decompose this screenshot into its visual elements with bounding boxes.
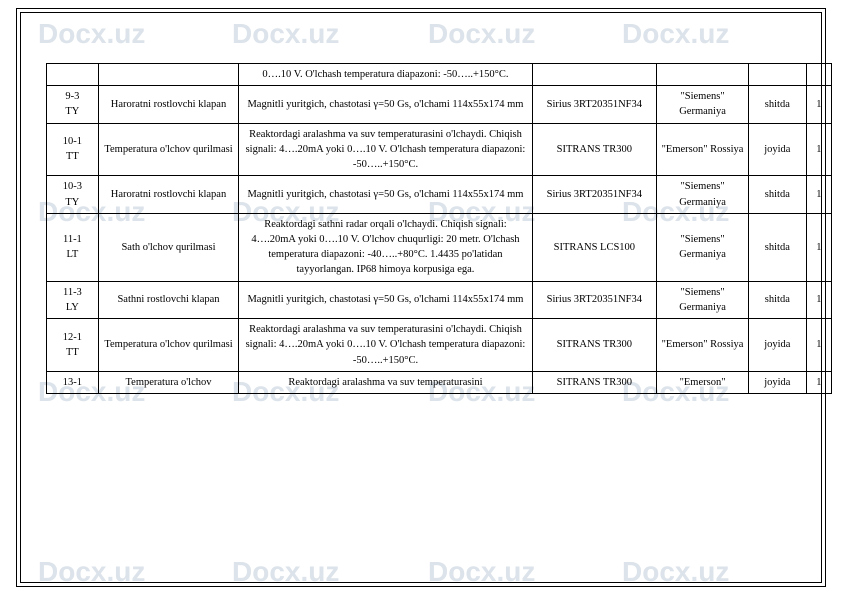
table-row: 9-3TYHaroratni rostlovchi klapanMagnitli…	[47, 86, 832, 123]
table-row: 11-1LTSath o'lchov qurilmasiReaktordagi …	[47, 213, 832, 281]
table-row: 11-3LYSathni rostlovchi klapanMagnitli y…	[47, 281, 832, 318]
table-row: 10-1TTTemperatura o'lchov qurilmasiReakt…	[47, 123, 832, 176]
cell-model: SITRANS TR300	[532, 319, 656, 372]
cell-name: Haroratni rostlovchi klapan	[98, 176, 238, 213]
cell-name: Temperatura o'lchov qurilmasi	[98, 319, 238, 372]
cell-name: Temperatura o'lchov	[98, 371, 238, 393]
cell-model: SITRANS TR300	[532, 123, 656, 176]
cell-id: 10-3TY	[47, 176, 99, 213]
cell-model: Sirius 3RT20351NF34	[532, 176, 656, 213]
cell-id: 12-1TT	[47, 319, 99, 372]
cell-location	[749, 64, 807, 86]
cell-quantity: 1	[806, 123, 831, 176]
cell-location: shitda	[749, 213, 807, 281]
cell-quantity: 1	[806, 371, 831, 393]
cell-manufacturer: "Emerson"	[657, 371, 749, 393]
cell-description: Magnitli yuritgich, chastotasi γ=50 Gs, …	[239, 86, 533, 123]
cell-model: Sirius 3RT20351NF34	[532, 86, 656, 123]
cell-description: Magnitli yuritgich, chastotasi γ=50 Gs, …	[239, 281, 533, 318]
cell-description: Reaktordagi aralashma va suv temperatura…	[239, 371, 533, 393]
cell-name	[98, 64, 238, 86]
cell-manufacturer: "Siemens" Germaniya	[657, 281, 749, 318]
table-row: 0….10 V. O'lchash temperatura diapazoni:…	[47, 64, 832, 86]
cell-name: Sath o'lchov qurilmasi	[98, 213, 238, 281]
cell-location: shitda	[749, 281, 807, 318]
cell-quantity: 1	[806, 176, 831, 213]
data-table-container: 0….10 V. O'lchash temperatura diapazoni:…	[46, 63, 832, 394]
cell-description: Reaktordagi sathni radar orqali o'lchayd…	[239, 213, 533, 281]
cell-model	[532, 64, 656, 86]
cell-id: 10-1TT	[47, 123, 99, 176]
cell-location: joyida	[749, 123, 807, 176]
cell-id: 13-1	[47, 371, 99, 393]
cell-name: Sathni rostlovchi klapan	[98, 281, 238, 318]
cell-quantity: 1	[806, 319, 831, 372]
equipment-table: 0….10 V. O'lchash temperatura diapazoni:…	[46, 63, 832, 394]
cell-manufacturer: "Emerson" Rossiya	[657, 123, 749, 176]
cell-id: 9-3TY	[47, 86, 99, 123]
cell-manufacturer: "Siemens" Germaniya	[657, 176, 749, 213]
cell-description: Reaktordagi aralashma va suv temperatura…	[239, 319, 533, 372]
cell-manufacturer: "Siemens" Germaniya	[657, 86, 749, 123]
cell-model: SITRANS TR300	[532, 371, 656, 393]
table-row: 12-1TTTemperatura o'lchov qurilmasiReakt…	[47, 319, 832, 372]
cell-model: SITRANS LCS100	[532, 213, 656, 281]
cell-location: joyida	[749, 371, 807, 393]
cell-quantity: 1	[806, 213, 831, 281]
cell-description: 0….10 V. O'lchash temperatura diapazoni:…	[239, 64, 533, 86]
cell-description: Magnitli yuritgich, chastotasi γ=50 Gs, …	[239, 176, 533, 213]
table-row: 13-1Temperatura o'lchovReaktordagi arala…	[47, 371, 832, 393]
cell-manufacturer: "Emerson" Rossiya	[657, 319, 749, 372]
cell-id	[47, 64, 99, 86]
cell-quantity	[806, 64, 831, 86]
cell-location: shitda	[749, 86, 807, 123]
cell-manufacturer	[657, 64, 749, 86]
cell-location: shitda	[749, 176, 807, 213]
cell-quantity: 1	[806, 86, 831, 123]
cell-id: 11-3LY	[47, 281, 99, 318]
cell-model: Sirius 3RT20351NF34	[532, 281, 656, 318]
table-row: 10-3TYHaroratni rostlovchi klapanMagnitl…	[47, 176, 832, 213]
cell-location: joyida	[749, 319, 807, 372]
cell-id: 11-1LT	[47, 213, 99, 281]
cell-name: Temperatura o'lchov qurilmasi	[98, 123, 238, 176]
cell-name: Haroratni rostlovchi klapan	[98, 86, 238, 123]
cell-description: Reaktordagi aralashma va suv temperatura…	[239, 123, 533, 176]
cell-manufacturer: "Siemens" Germaniya	[657, 213, 749, 281]
cell-quantity: 1	[806, 281, 831, 318]
